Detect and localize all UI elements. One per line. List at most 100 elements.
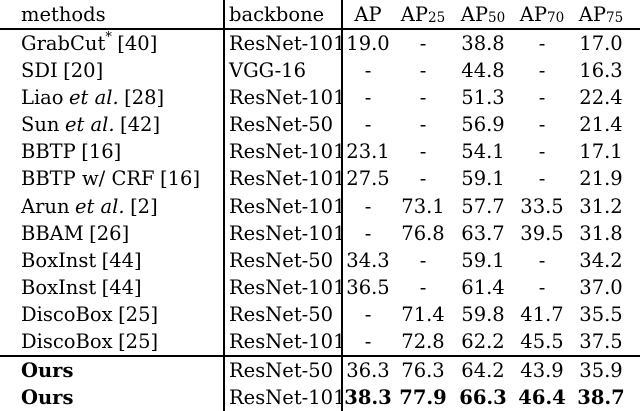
- method-name: SDI: [21, 59, 58, 83]
- table-row: DiscoBox [25] ResNet-50-71.4 59.8 41.7 35.5: [0, 300, 640, 328]
- value-cell: -: [364, 113, 372, 137]
- method-citation: [16]: [160, 167, 201, 191]
- value-cell: -: [538, 140, 546, 164]
- method-name: Ours: [21, 358, 74, 382]
- value-cell: 76.8: [401, 221, 445, 245]
- value-cell: -: [538, 113, 546, 137]
- value-cell: -: [364, 302, 372, 326]
- method-name: DiscoBox: [21, 329, 113, 353]
- backbone-cell: ResNet-101: [225, 384, 345, 411]
- method-etal: et al.: [69, 86, 119, 110]
- method-name: BoxInst: [21, 248, 97, 272]
- value-cell: 61.4: [461, 275, 505, 299]
- method-cell: DiscoBox [25]: [0, 300, 225, 328]
- value-cell: 27.5: [346, 167, 390, 191]
- table-row: BBTP w/ CRF [16] ResNet-101 27.5-59.1-21.9: [0, 165, 640, 193]
- table-row: Sun et al. [42] ResNet-50- -56.9-21.4: [0, 111, 640, 139]
- value-cell: 43.9: [520, 358, 564, 382]
- value-cell: 44.8: [461, 59, 505, 83]
- method-name: BoxInst: [21, 275, 97, 299]
- backbone-cell: ResNet-101: [225, 84, 345, 112]
- method-name: DiscoBox: [21, 302, 113, 326]
- col-header-ap70: AP 70: [519, 2, 565, 26]
- value-cell: 33.5: [520, 194, 564, 218]
- value-cell: 38.8: [461, 32, 505, 56]
- method-cell: Sun et al. [42]: [0, 111, 225, 139]
- table-row: DiscoBox [25] ResNet-101-72.8 62.2 45.5 37.5: [0, 327, 640, 355]
- method-cell: DiscoBox [25]: [0, 327, 225, 355]
- value-cell: -: [364, 221, 372, 245]
- method-name: Ours: [21, 386, 74, 410]
- table-header-row: methods backbone AP AP 25 AP 50 AP 70 AP 75: [0, 0, 640, 30]
- backbone-cell: ResNet-101: [225, 30, 345, 58]
- table-row: SDI [20] VGG-16- -44.8-16.3: [0, 57, 640, 85]
- method-cell: BBAM [26]: [0, 219, 225, 247]
- method-etal: et al.: [64, 113, 115, 137]
- value-cell: 16.3: [579, 59, 623, 83]
- method-cell: BBTP [16]: [0, 138, 225, 166]
- col-header-methods-label: methods: [21, 2, 106, 26]
- value-cell: 17.0: [579, 32, 623, 56]
- col-header-backbone: backbone: [225, 0, 343, 28]
- table-row: Liao et al. [28] ResNet-101- -51.3-22.4: [0, 84, 640, 112]
- value-cell: 38.3: [344, 386, 392, 410]
- table-row: BBAM [26] ResNet-101-76.8 63.7 39.5 31.8: [0, 219, 640, 247]
- value-cell: 34.2: [579, 248, 623, 272]
- value-cell: 39.5: [520, 221, 564, 245]
- value-cell: 54.1: [461, 140, 505, 164]
- value-cell: 21.9: [579, 167, 623, 191]
- table-row: Arun et al. [2] ResNet-101-73.1 57.7 33.5 31.2: [0, 192, 640, 220]
- value-cell: 41.7: [520, 302, 564, 326]
- method-cell: Arun et al. [2]: [0, 192, 225, 220]
- method-cell: BoxInst [44]: [0, 246, 225, 274]
- method-name: BBTP: [21, 140, 76, 164]
- backbone-cell: ResNet-50: [225, 300, 343, 328]
- method-citation: [40]: [117, 32, 158, 56]
- value-cell: 38.7: [577, 386, 625, 410]
- value-cell: 71.4: [401, 302, 445, 326]
- method-citation: [44]: [101, 248, 142, 272]
- value-cell: -: [538, 59, 546, 83]
- method-citation: [2]: [130, 194, 158, 218]
- value-cell: -: [419, 59, 427, 83]
- value-cell: 35.5: [579, 302, 623, 326]
- value-cell: 46.4: [518, 386, 566, 410]
- method-citation: [26]: [89, 221, 130, 245]
- table-row: BBTP [16] ResNet-101 23.1-54.1-17.1: [0, 138, 640, 166]
- value-cell: 72.8: [401, 329, 445, 353]
- method-cell: BoxInst [44]: [0, 273, 225, 301]
- value-cell: 73.1: [401, 194, 445, 218]
- table-row: GrabCut * [40] ResNet-101 19.0 - 38.8 - 17.0: [0, 30, 640, 58]
- method-cell: Liao et al. [28]: [0, 84, 225, 112]
- value-cell: -: [419, 248, 427, 272]
- table-row: BoxInst [44] ResNet-101 36.5-61.4-37.0: [0, 273, 640, 301]
- value-cell: 76.3: [401, 358, 445, 382]
- value-cell: 36.5: [346, 275, 390, 299]
- backbone-cell: ResNet-101: [225, 165, 345, 193]
- value-cell: 35.9: [579, 358, 623, 382]
- value-cell: -: [364, 86, 372, 110]
- value-cell: 77.9: [399, 386, 447, 410]
- value-cell: 19.0: [346, 32, 390, 56]
- method-citation: [44]: [101, 275, 142, 299]
- table-row: Ours ResNet-101 38.3 77.9 66.3 46.4 38.7: [0, 384, 640, 411]
- value-cell: 23.1: [346, 140, 390, 164]
- value-cell: -: [419, 167, 427, 191]
- value-cell: 34.3: [346, 248, 390, 272]
- col-header-ap: AP: [343, 0, 393, 28]
- col-header-ap50: AP 50: [460, 2, 506, 26]
- method-name: Sun: [21, 113, 60, 137]
- method-cell: Ours: [0, 356, 225, 385]
- method-citation: [28]: [124, 86, 165, 110]
- ap-label: AP: [354, 2, 382, 26]
- value-cell: 63.7: [461, 221, 505, 245]
- method-name: BBTP w/ CRF: [21, 167, 155, 191]
- backbone-cell: VGG-16: [225, 57, 343, 85]
- value-cell: 37.5: [579, 329, 623, 353]
- ap-label: AP: [400, 2, 428, 26]
- method-citation: [42]: [120, 113, 161, 137]
- table-row: BoxInst [44] ResNet-50 34.3-59.1-34.2: [0, 246, 640, 274]
- value-cell: -: [538, 86, 546, 110]
- method-citation: [25]: [118, 302, 159, 326]
- value-cell: 64.2: [461, 358, 505, 382]
